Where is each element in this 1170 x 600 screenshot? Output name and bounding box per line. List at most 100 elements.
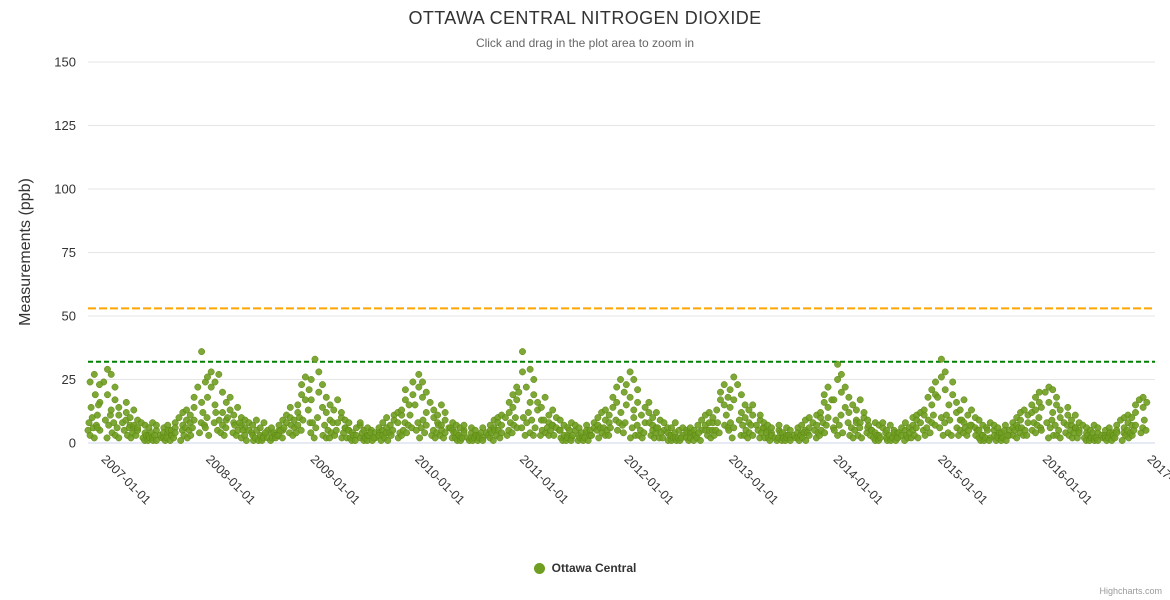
- scatter-point[interactable]: [90, 434, 98, 442]
- scatter-point[interactable]: [630, 406, 638, 414]
- scatter-point[interactable]: [415, 383, 423, 391]
- scatter-point[interactable]: [305, 386, 313, 394]
- scatter-point[interactable]: [841, 403, 849, 411]
- scatter-point[interactable]: [613, 383, 621, 391]
- scatter-point[interactable]: [720, 401, 728, 409]
- scatter-point[interactable]: [1064, 411, 1072, 419]
- scatter-point[interactable]: [419, 393, 426, 401]
- scatter-point[interactable]: [321, 421, 329, 429]
- scatter-point[interactable]: [630, 376, 638, 383]
- scatter-point[interactable]: [727, 419, 734, 427]
- scatter-point[interactable]: [322, 393, 330, 401]
- scatter-point[interactable]: [260, 419, 268, 427]
- scatter-point[interactable]: [430, 406, 438, 414]
- scatter-point[interactable]: [211, 401, 219, 409]
- scatter-point[interactable]: [626, 393, 634, 401]
- scatter-point[interactable]: [441, 409, 449, 416]
- scatter-point[interactable]: [522, 383, 530, 391]
- scatter-point[interactable]: [1037, 426, 1045, 434]
- scatter-point[interactable]: [86, 378, 94, 386]
- scatter-point[interactable]: [437, 401, 445, 409]
- scatter-point[interactable]: [212, 409, 220, 416]
- scatter-point[interactable]: [345, 419, 353, 427]
- scatter-point[interactable]: [834, 376, 842, 383]
- scatter-point[interactable]: [936, 424, 944, 432]
- scatter-point[interactable]: [1049, 409, 1057, 416]
- scatter-point[interactable]: [652, 409, 660, 416]
- scatter-point[interactable]: [1075, 429, 1083, 437]
- scatter-point[interactable]: [405, 401, 413, 409]
- scatter-point[interactable]: [190, 416, 198, 424]
- scatter-point[interactable]: [115, 403, 123, 411]
- scatter-point[interactable]: [187, 431, 195, 439]
- scatter-point[interactable]: [332, 426, 340, 434]
- scatter-point[interactable]: [87, 403, 95, 411]
- scatter-point[interactable]: [960, 396, 968, 404]
- scatter-point[interactable]: [334, 396, 342, 404]
- scatter-point[interactable]: [419, 416, 427, 424]
- scatter-point[interactable]: [441, 416, 449, 424]
- scatter-point[interactable]: [609, 403, 617, 411]
- scatter-point[interactable]: [312, 424, 320, 432]
- scatter-point[interactable]: [310, 434, 318, 442]
- scatter-point[interactable]: [730, 396, 738, 404]
- scatter-point[interactable]: [337, 409, 345, 416]
- scatter-point[interactable]: [207, 368, 215, 376]
- scatter-point[interactable]: [1056, 406, 1064, 414]
- scatter-point[interactable]: [194, 383, 202, 391]
- scatter-point[interactable]: [860, 409, 868, 416]
- scatter-point[interactable]: [722, 411, 730, 419]
- scatter-point[interactable]: [204, 393, 211, 401]
- scatter-point[interactable]: [422, 388, 430, 396]
- scatter-point[interactable]: [617, 376, 624, 383]
- scatter-point[interactable]: [107, 370, 115, 378]
- scatter-point[interactable]: [107, 406, 115, 414]
- scatter-point[interactable]: [822, 421, 830, 429]
- scatter-point[interactable]: [912, 424, 920, 432]
- scatter-point[interactable]: [805, 414, 813, 422]
- scatter-point[interactable]: [696, 437, 704, 444]
- scatter-point[interactable]: [923, 424, 931, 432]
- scatter-point[interactable]: [190, 393, 198, 401]
- scatter-point[interactable]: [1041, 388, 1049, 396]
- scatter-point[interactable]: [104, 365, 111, 373]
- scatter-point[interactable]: [649, 414, 657, 422]
- scatter-point[interactable]: [379, 419, 387, 427]
- scatter-point[interactable]: [953, 398, 960, 406]
- scatter-point[interactable]: [715, 429, 723, 437]
- scatter-point[interactable]: [737, 409, 745, 416]
- scatter-point[interactable]: [93, 411, 101, 419]
- scatter-point[interactable]: [515, 388, 523, 396]
- scatter-point[interactable]: [196, 429, 203, 437]
- scatter-point[interactable]: [409, 378, 417, 386]
- scatter-point[interactable]: [946, 416, 954, 424]
- scatter-point[interactable]: [654, 424, 662, 432]
- scatter-point[interactable]: [932, 378, 939, 386]
- scatter-point[interactable]: [821, 429, 829, 437]
- scatter-point[interactable]: [720, 381, 728, 389]
- scatter-point[interactable]: [941, 368, 949, 376]
- scatter-point[interactable]: [519, 368, 526, 376]
- scatter-point[interactable]: [1132, 401, 1139, 409]
- scatter-point[interactable]: [508, 429, 516, 437]
- scatter-point[interactable]: [1020, 406, 1028, 414]
- scatter-point[interactable]: [541, 393, 549, 401]
- scatter-point[interactable]: [964, 411, 972, 419]
- scatter-point[interactable]: [659, 434, 667, 442]
- scatter-point[interactable]: [837, 370, 845, 378]
- scatter-point[interactable]: [775, 421, 783, 429]
- scatter-point[interactable]: [745, 406, 753, 414]
- scatter-point[interactable]: [1035, 414, 1043, 422]
- scatter-point[interactable]: [849, 401, 857, 409]
- scatter-point[interactable]: [620, 388, 628, 396]
- scatter-point[interactable]: [613, 398, 621, 406]
- scatter-point[interactable]: [824, 414, 832, 422]
- scatter-point[interactable]: [278, 434, 286, 442]
- scatter-point[interactable]: [726, 403, 734, 411]
- scatter-point[interactable]: [937, 355, 945, 363]
- scatter-point[interactable]: [122, 398, 130, 406]
- scatter-point[interactable]: [530, 376, 538, 383]
- scatter-point[interactable]: [204, 373, 211, 381]
- scatter-point[interactable]: [1055, 426, 1063, 434]
- scatter-point[interactable]: [941, 386, 949, 394]
